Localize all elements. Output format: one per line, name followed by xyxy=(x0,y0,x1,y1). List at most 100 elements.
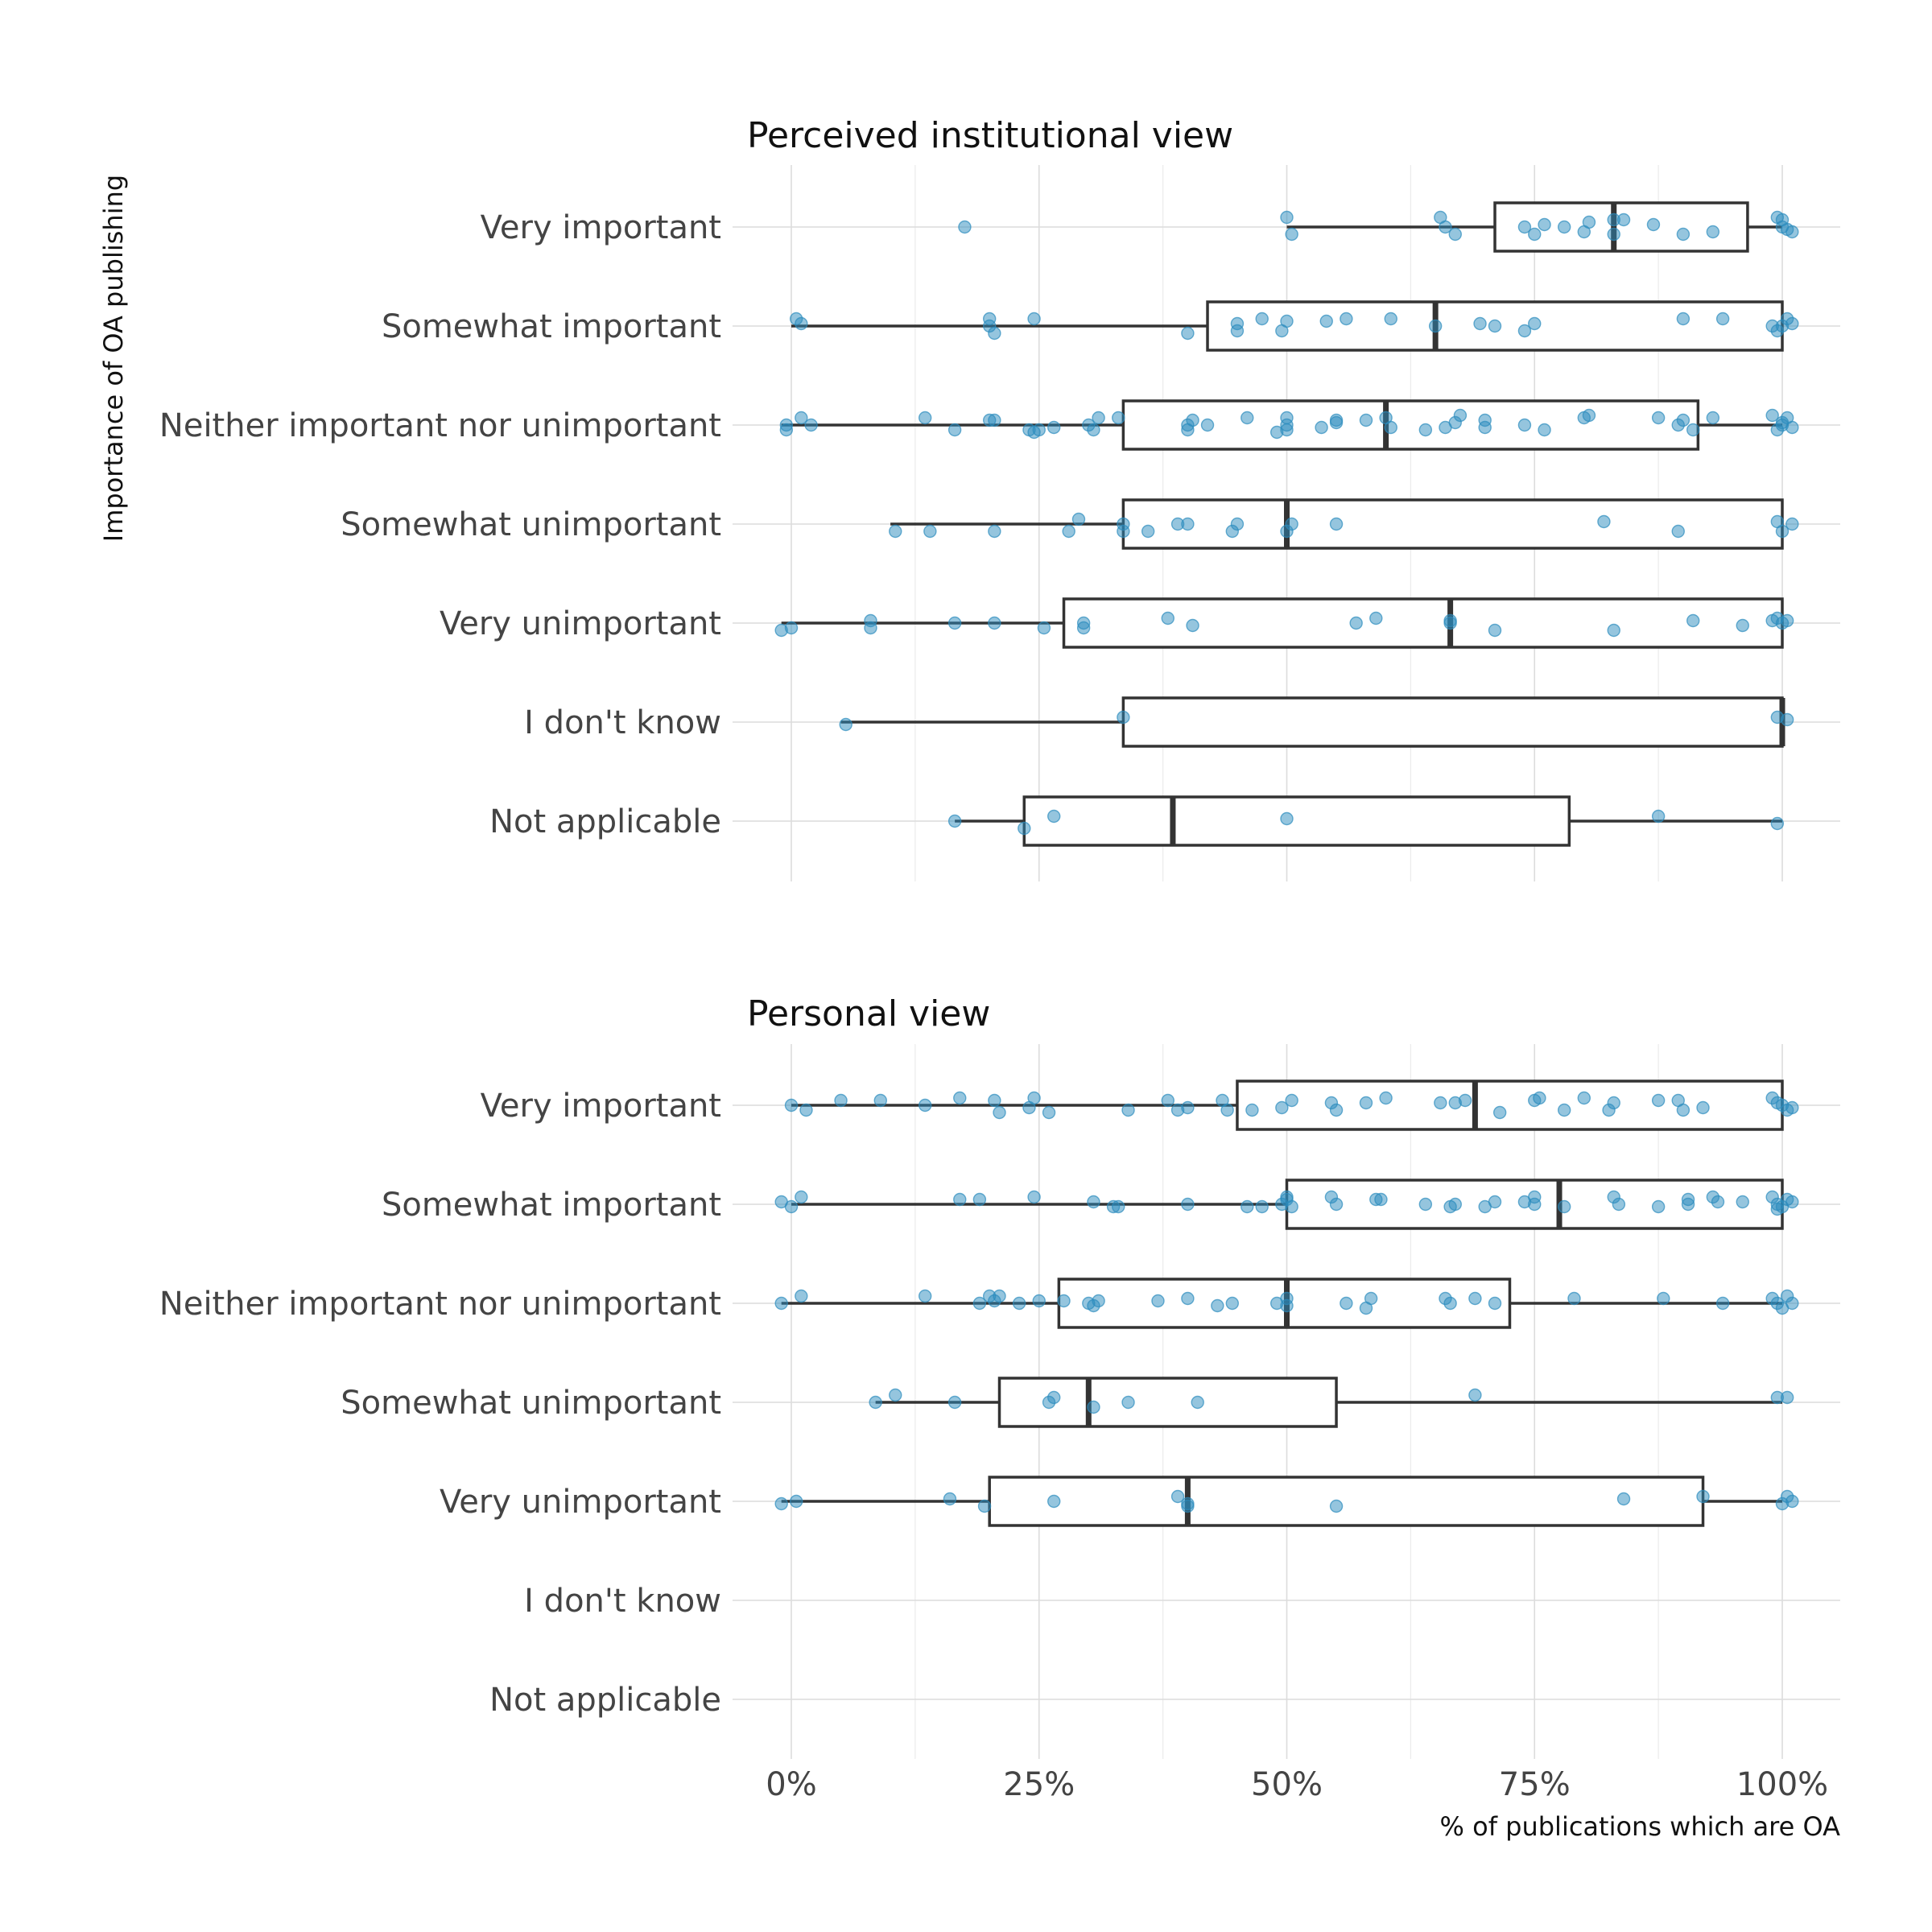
data-point xyxy=(1087,423,1100,437)
data-point xyxy=(1329,1197,1344,1212)
box-iqr xyxy=(1121,696,1784,748)
data-point xyxy=(1181,517,1195,531)
data-point xyxy=(923,524,937,539)
data-point xyxy=(1186,413,1199,427)
data-point xyxy=(1071,512,1086,526)
category-label: I don't know xyxy=(524,704,721,741)
box-iqr xyxy=(997,1377,1338,1428)
data-point xyxy=(795,1190,808,1204)
data-point xyxy=(918,411,932,425)
data-point xyxy=(774,1496,788,1511)
data-point xyxy=(1280,411,1294,425)
data-point xyxy=(1488,1296,1502,1311)
data-point xyxy=(1528,316,1542,331)
data-point xyxy=(1280,210,1294,225)
data-point xyxy=(947,1395,962,1410)
data-point xyxy=(1715,312,1730,326)
data-point xyxy=(795,411,808,425)
data-point xyxy=(1042,1105,1056,1120)
data-point xyxy=(1092,411,1105,425)
data-point xyxy=(1567,1291,1581,1306)
category-label: Not applicable xyxy=(489,1682,721,1719)
data-point xyxy=(1241,1199,1254,1214)
data-point xyxy=(953,1091,967,1105)
data-point xyxy=(1047,809,1061,824)
data-point xyxy=(1280,811,1294,826)
data-point xyxy=(1443,613,1457,628)
data-point xyxy=(1453,408,1468,423)
box-iqr xyxy=(1121,498,1784,550)
data-point xyxy=(1285,227,1298,242)
category-label: Very unimportant xyxy=(440,605,721,642)
data-point xyxy=(1141,524,1155,539)
data-point xyxy=(1582,408,1596,423)
category-label: Very unimportant xyxy=(440,1484,721,1521)
data-point xyxy=(1597,514,1611,529)
data-point xyxy=(1181,1291,1195,1306)
x-tick-label: 25% xyxy=(1003,1766,1075,1803)
data-point xyxy=(1607,227,1620,242)
data-point xyxy=(1329,1499,1344,1513)
data-point xyxy=(1186,618,1199,633)
category-label: Neither important nor unimportant xyxy=(159,407,721,444)
data-point xyxy=(839,717,852,732)
data-point xyxy=(1379,1091,1393,1105)
box-iqr xyxy=(988,1476,1705,1527)
data-point xyxy=(1765,408,1779,423)
data-point xyxy=(1191,1395,1204,1410)
data-point xyxy=(889,524,902,539)
category-label: Neither important nor unimportant xyxy=(159,1286,721,1323)
data-point xyxy=(1112,411,1125,425)
data-point xyxy=(1349,616,1363,630)
data-point xyxy=(1478,420,1492,435)
data-point xyxy=(1473,316,1487,331)
data-point xyxy=(943,1492,957,1506)
data-point xyxy=(1607,623,1620,638)
data-point xyxy=(1032,1294,1046,1308)
data-point xyxy=(1117,517,1130,531)
category-label: Somewhat important xyxy=(382,308,721,345)
data-point xyxy=(1384,420,1397,435)
data-point xyxy=(988,1093,1001,1108)
data-point xyxy=(1488,319,1502,333)
data-point xyxy=(1736,1195,1749,1209)
data-point xyxy=(988,326,1001,341)
data-point xyxy=(1775,524,1790,539)
box-iqr xyxy=(1022,795,1571,847)
data-point xyxy=(795,1289,808,1303)
data-point xyxy=(1696,1489,1710,1504)
category-label: Somewhat unimportant xyxy=(341,1385,721,1422)
data-point xyxy=(1706,225,1720,239)
data-point xyxy=(1200,418,1215,432)
data-point xyxy=(1448,1197,1462,1212)
data-point xyxy=(1785,316,1799,331)
x-tick-label: 0% xyxy=(766,1766,816,1803)
data-point xyxy=(947,423,962,437)
data-point xyxy=(1280,314,1294,328)
data-point xyxy=(1037,621,1051,635)
data-point xyxy=(993,1105,1006,1120)
data-point xyxy=(834,1093,848,1108)
data-point xyxy=(1651,411,1666,425)
data-point xyxy=(784,1098,799,1113)
data-point xyxy=(977,1499,992,1513)
data-point xyxy=(1285,1199,1298,1214)
data-point xyxy=(1651,1199,1666,1214)
data-point xyxy=(918,1289,932,1303)
data-point xyxy=(947,616,962,630)
data-point xyxy=(1418,1197,1433,1212)
data-point xyxy=(1612,1197,1626,1212)
data-point xyxy=(889,1388,902,1402)
data-point xyxy=(1364,1291,1378,1306)
data-point xyxy=(1181,1197,1195,1212)
data-point xyxy=(1374,1192,1388,1207)
data-point xyxy=(918,1098,932,1113)
data-point xyxy=(1616,1492,1631,1506)
data-point xyxy=(1329,415,1344,430)
data-point xyxy=(1657,1291,1670,1306)
data-point xyxy=(953,1192,967,1207)
data-point xyxy=(1319,314,1333,328)
data-point xyxy=(1220,1103,1234,1117)
data-point xyxy=(1047,1494,1061,1509)
data-point xyxy=(1671,524,1685,539)
